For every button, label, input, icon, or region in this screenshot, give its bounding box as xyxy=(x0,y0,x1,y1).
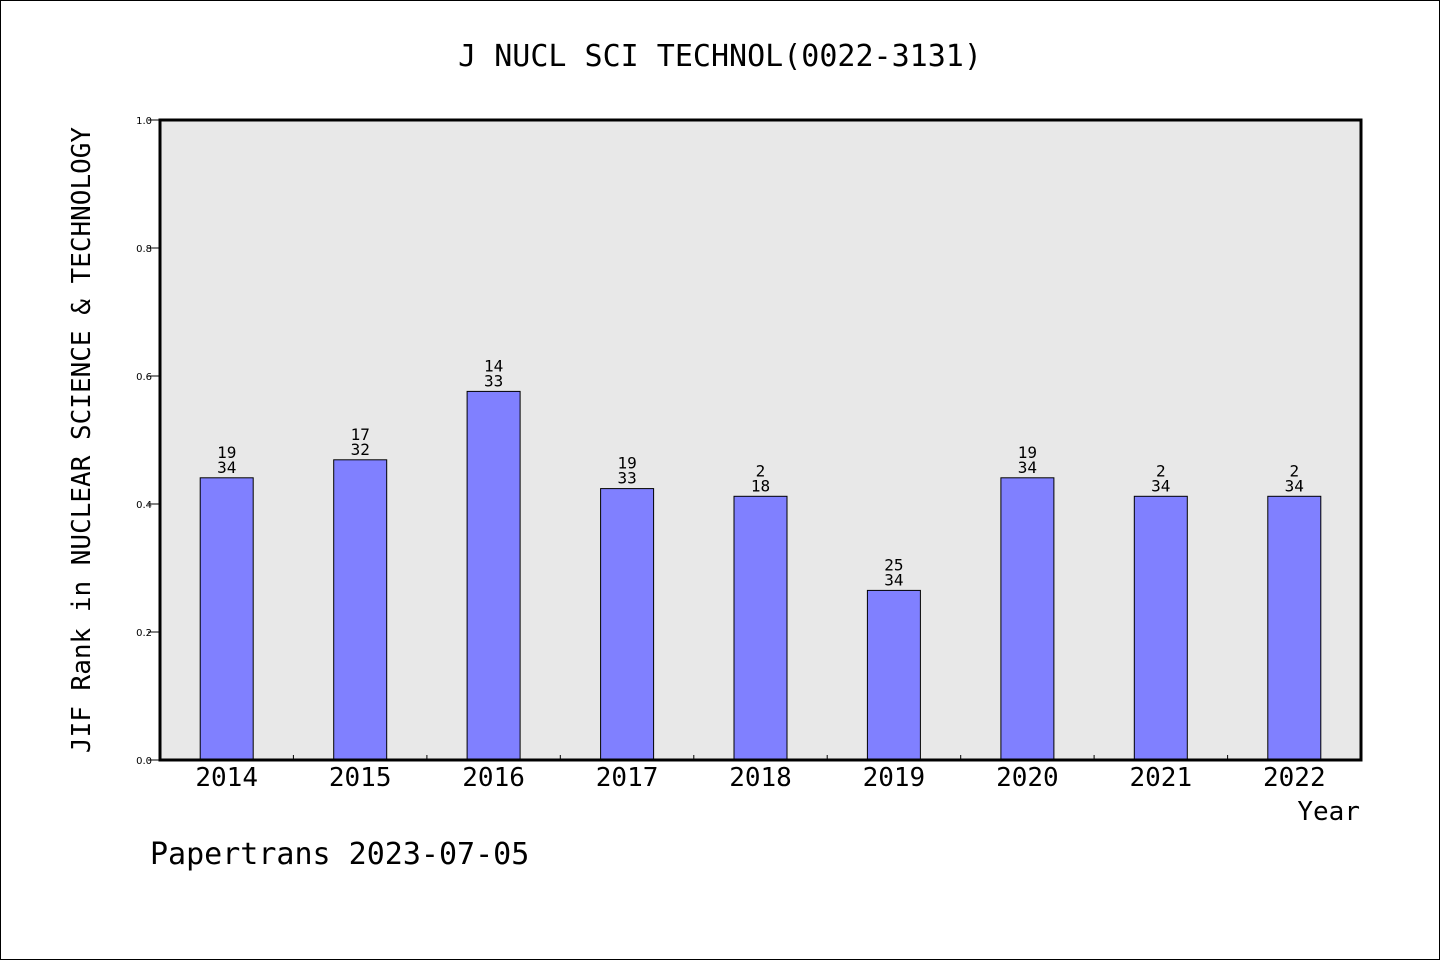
bar-2021 xyxy=(1133,495,1188,761)
y-tick-label: 0.4 xyxy=(136,500,152,511)
bar-total-label: 34 xyxy=(1018,458,1037,477)
x-tick-label: 2015 xyxy=(329,763,392,793)
x-tick-label: 2019 xyxy=(863,763,926,793)
plot-border xyxy=(158,118,1363,762)
bar-rank-label: 25 xyxy=(884,555,903,574)
y-tick-label: 0.6 xyxy=(136,372,152,383)
y-tick-label: 0.8 xyxy=(136,244,152,255)
bar-2019 xyxy=(866,589,921,761)
x-axis-title: Year xyxy=(1297,797,1360,827)
bar-total-label: 33 xyxy=(484,371,503,390)
bar-rank-label: 2 xyxy=(756,461,766,480)
y-tick-label: 1.0 xyxy=(136,116,152,127)
bar-total-label: 32 xyxy=(351,440,370,459)
bar-2014 xyxy=(199,477,254,761)
bar-rank-label: 19 xyxy=(217,443,236,462)
bar-rank-label: 2 xyxy=(1289,461,1299,480)
x-tick-label: 2014 xyxy=(195,763,258,793)
y-tick-label: 0.0 xyxy=(136,756,152,767)
y-tick-label: 0.2 xyxy=(136,628,152,639)
bar-total-label: 33 xyxy=(617,469,636,488)
bar-2018 xyxy=(733,495,788,761)
bar-rank-label: 14 xyxy=(484,356,503,375)
x-tick-label: 2016 xyxy=(462,763,525,793)
y-axis-title: JIF Rank in NUCLEAR SCIENCE & TECHNOLOGY xyxy=(67,127,97,753)
bar-total-label: 18 xyxy=(751,476,770,495)
bar-rank-label: 19 xyxy=(1018,443,1037,462)
bar-2020 xyxy=(1000,477,1055,761)
credit-text: Papertrans 2023-07-05 xyxy=(150,837,529,872)
x-tick-label: 2018 xyxy=(729,763,792,793)
bar-2016 xyxy=(466,390,521,761)
x-tick-label: 2021 xyxy=(1129,763,1192,793)
bar-total-label: 34 xyxy=(1285,476,1304,495)
chart-title: J NUCL SCI TECHNOL(0022-3131) xyxy=(458,39,982,74)
bar-rank-label: 17 xyxy=(351,425,370,444)
x-tick-label: 2017 xyxy=(596,763,659,793)
bar-rank-label: 19 xyxy=(617,454,636,473)
bar-2015 xyxy=(333,459,388,761)
bar-2022 xyxy=(1267,495,1322,761)
bar-total-label: 34 xyxy=(217,458,236,477)
bar-2017 xyxy=(600,488,655,761)
x-tick-label: 2022 xyxy=(1263,763,1326,793)
x-tick-label: 2020 xyxy=(996,763,1059,793)
bar-rank-label: 2 xyxy=(1156,461,1166,480)
bar-total-label: 34 xyxy=(1151,476,1170,495)
axis-ticks: 2014 2015 2016 2017 2018 2019 2020 2021 2022 0.0 0… xyxy=(136,116,1326,793)
bar-total-label: 34 xyxy=(884,570,903,589)
